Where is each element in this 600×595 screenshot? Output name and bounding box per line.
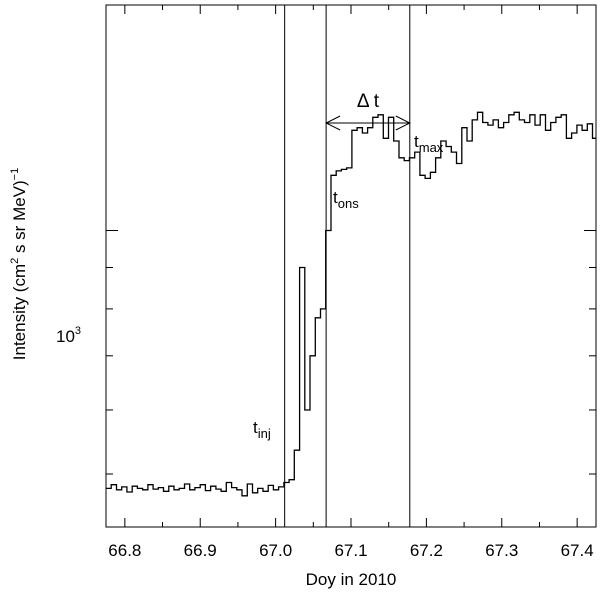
delta-t-arrow bbox=[325, 115, 411, 131]
x-tick-label: 67.3 bbox=[485, 541, 518, 560]
x-tick-label: 66.8 bbox=[108, 541, 141, 560]
x-tick-label: 67.4 bbox=[561, 541, 594, 560]
y-axis-ticks bbox=[106, 229, 596, 475]
t-ons-label: tons bbox=[333, 188, 359, 211]
x-tick-label: 66.9 bbox=[184, 541, 217, 560]
x-axis-label: Doy in 2010 bbox=[306, 570, 397, 589]
plot-frame bbox=[105, 4, 597, 528]
x-tick-label: 67.2 bbox=[410, 541, 443, 560]
y-axis-label: Intensity (cm2 s sr MeV)−1 bbox=[9, 168, 29, 360]
t-inj-label: tinj bbox=[253, 418, 271, 441]
x-axis-tick-labels: 66.8 66.9 67.0 67.1 67.2 67.3 67.4 bbox=[108, 541, 593, 560]
x-tick-label: 67.1 bbox=[334, 541, 367, 560]
y-tick-label: 103 bbox=[56, 325, 81, 346]
intensity-series-line bbox=[106, 111, 596, 497]
x-tick-label: 67.0 bbox=[259, 541, 292, 560]
x-axis-ticks bbox=[124, 5, 578, 527]
delta-t-label: Δ t bbox=[357, 91, 380, 112]
t-max-label: tmax bbox=[414, 132, 444, 155]
